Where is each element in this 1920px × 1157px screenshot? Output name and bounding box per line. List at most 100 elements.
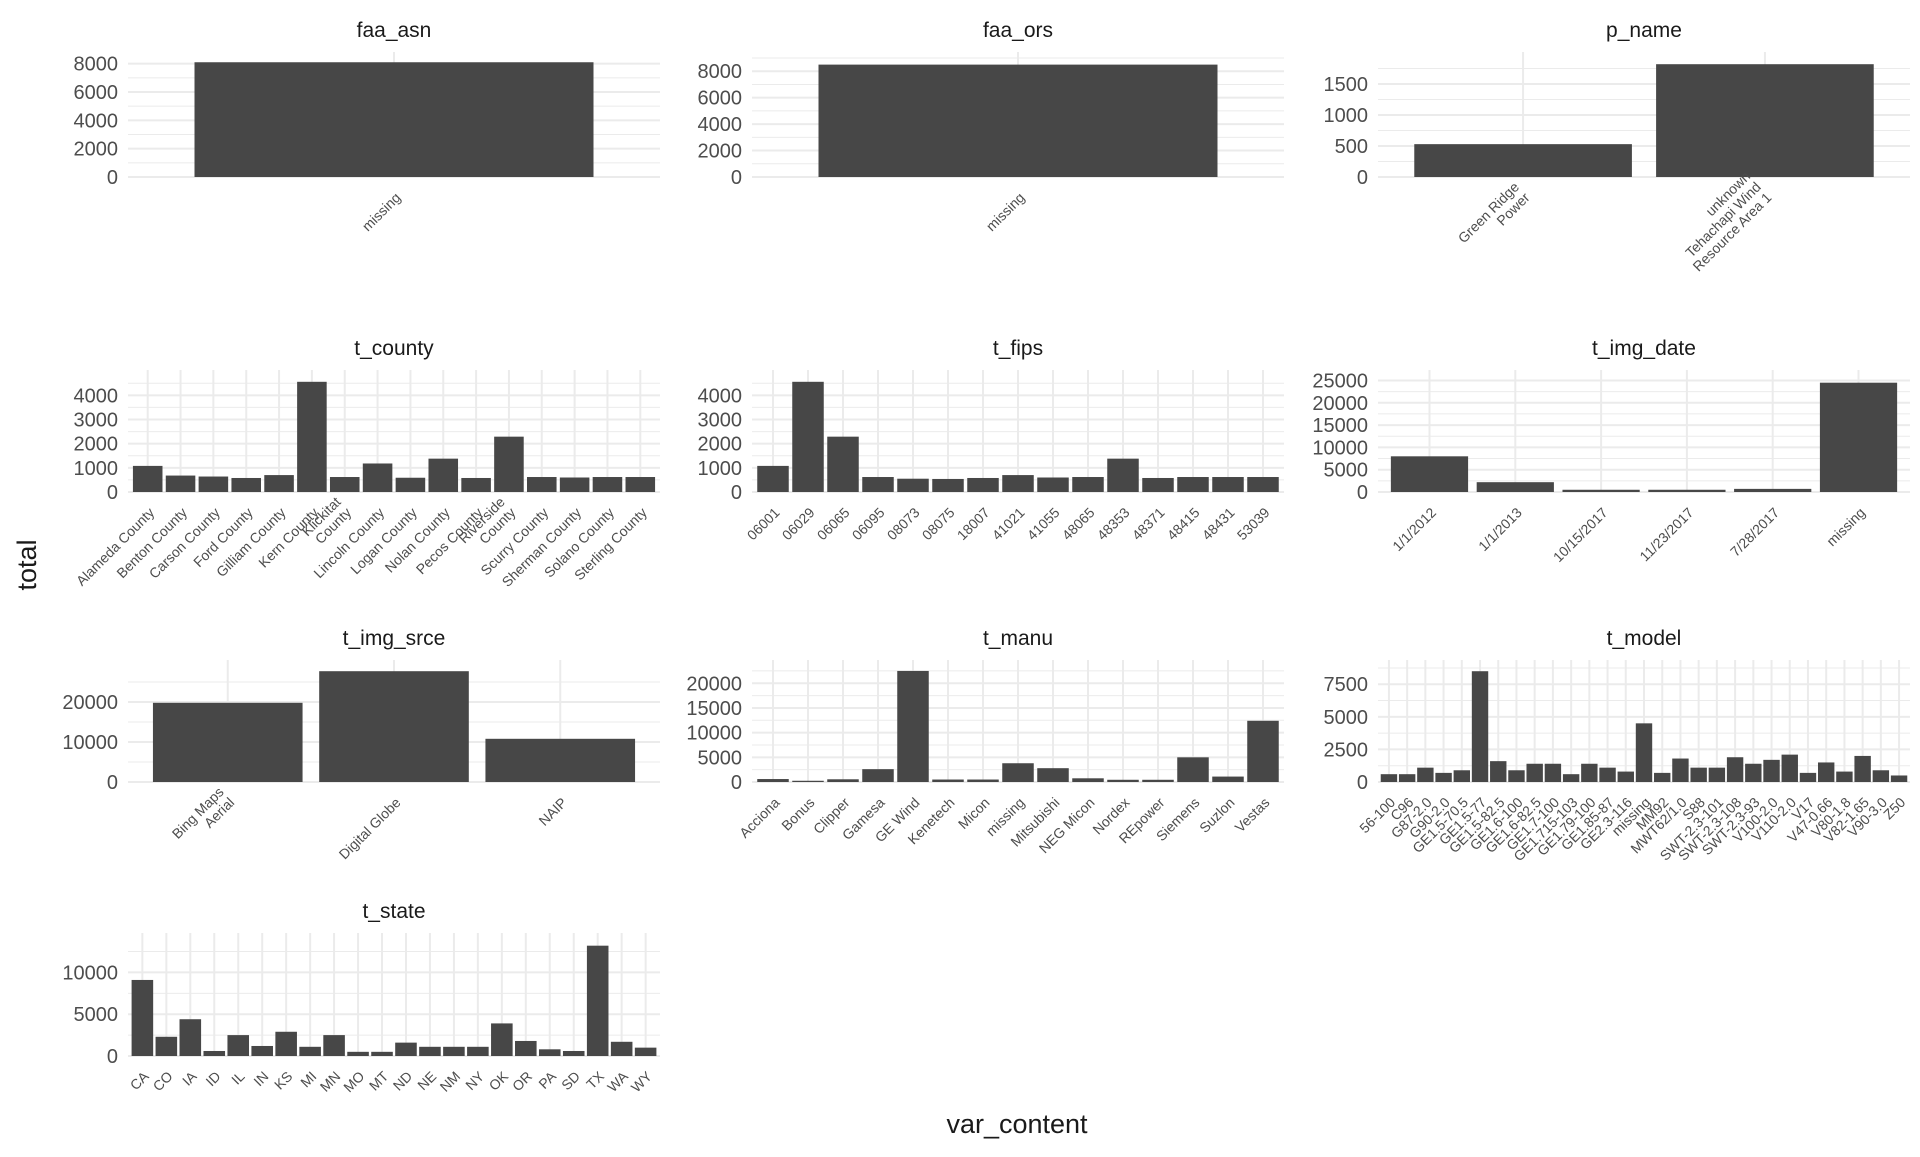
bar-pecos-county [461, 477, 491, 492]
bar-48431 [1212, 477, 1244, 492]
x-tick-label: missing [359, 189, 404, 234]
y-tick-label: 2500 [1324, 739, 1369, 761]
y-tick-label: 15000 [686, 698, 742, 720]
bar-alameda-county [132, 465, 163, 492]
bar-mwt62-1-0 [1672, 758, 1689, 782]
panel-title: t_county [354, 337, 434, 360]
bar-48371 [1142, 477, 1174, 492]
x-tick-label-line: MO [340, 1068, 367, 1095]
bar-kenetech [932, 779, 964, 782]
x-tick-label: WA [604, 1068, 631, 1095]
x-tick-label-line: 18007 [954, 504, 993, 543]
bar-swt-2-3-108 [1726, 757, 1744, 782]
bar-swt-2-3-93 [1745, 763, 1762, 782]
bar-s88 [1690, 767, 1707, 782]
bar-mo [347, 1051, 369, 1056]
x-tick-label: 53039 [1234, 504, 1273, 543]
y-tick-label: 10000 [62, 962, 118, 984]
bar-missing [1002, 763, 1034, 782]
bar-id [203, 1050, 226, 1056]
x-tick-label-line: CA [127, 1068, 153, 1094]
x-tick-label: Vestas [1232, 794, 1273, 835]
bar-missing [818, 64, 1218, 177]
panel-t-model: 025005000750056-100C96G87-2.0G90-2.0GE1.… [1324, 627, 1910, 864]
panel-t-fips: 0100020003000400006001060290606506095080… [698, 337, 1284, 543]
y-tick-label: 0 [1357, 482, 1368, 504]
x-tick-label: 06001 [744, 504, 783, 543]
bar-41055 [1037, 477, 1069, 492]
bar-missing [1819, 382, 1898, 492]
panel-title: faa_ors [983, 19, 1053, 42]
x-tick-label: OR [509, 1068, 535, 1094]
x-tick-label-line: 48431 [1199, 504, 1238, 543]
bar-in [251, 1045, 273, 1056]
x-tick-label-line: NY [462, 1068, 488, 1094]
panel-p-name: 0 500 1000 1500 Green RidgePower unknownTehac… [1324, 19, 1910, 274]
bar-missing [194, 62, 594, 177]
bar-g87-2-0 [1417, 767, 1434, 782]
y-tick-label: 8000 [698, 61, 743, 83]
bar-ge1-85-87 [1599, 767, 1616, 782]
y-tick-label: 5000 [1324, 460, 1369, 482]
x-tick-label-line: 11/23/2017 [1636, 504, 1696, 564]
y-tick-label: 5000 [74, 1004, 119, 1026]
bar-sterling-county [625, 477, 656, 492]
bar-unknown [1656, 64, 1874, 177]
y-tick-label: 3000 [698, 410, 743, 432]
x-tick-label: IN [250, 1068, 271, 1089]
x-tick-label-line: PA [535, 1068, 559, 1092]
x-tick-label: 06029 [779, 504, 818, 543]
panel-title: p_name [1606, 19, 1682, 42]
y-tick-label: 4000 [698, 114, 743, 136]
panel-title: t_state [362, 900, 425, 923]
x-tick-label: KS [271, 1068, 296, 1093]
y-tick-label: 0 [1357, 772, 1368, 794]
y-tick-label: 1500 [1324, 74, 1369, 96]
y-tick-label: 2000 [74, 139, 119, 161]
x-tick-label-line: 1/1/2013 [1475, 504, 1525, 554]
x-tick-label: 41055 [1024, 504, 1063, 543]
bar-ge1-6-100 [1508, 770, 1525, 782]
x-tick-label: IA [179, 1068, 200, 1089]
x-tick-label: missing [983, 189, 1028, 234]
y-tick-label: 20000 [62, 692, 118, 714]
y-tick-label: 4000 [74, 385, 119, 407]
x-tick-label: 48065 [1059, 504, 1098, 543]
bar-ge1-715-103 [1562, 774, 1580, 782]
x-tick-label-line: 48371 [1129, 504, 1168, 543]
x-tick-label-line: CO [150, 1068, 176, 1094]
bar-wa [610, 1041, 633, 1056]
x-tick-label: Acciona [736, 794, 783, 841]
bar-10-15-2017 [1562, 489, 1640, 492]
panel-title: t_fips [993, 337, 1043, 360]
bar-ge1-5-70-5 [1453, 770, 1471, 782]
x-tick-label: NE [414, 1068, 439, 1093]
y-tick-label: 3000 [74, 410, 119, 432]
bar-ge1-6-82-5 [1526, 763, 1543, 782]
bar-pa [538, 1049, 561, 1056]
y-tick-label: 10000 [1312, 437, 1368, 459]
x-tick-label: 06095 [849, 504, 888, 543]
x-tick-label: 08073 [884, 504, 923, 543]
x-tick-label: Digital Globe [336, 794, 404, 862]
x-tick-label-line: ID [202, 1068, 223, 1089]
x-tick-label-line: 06029 [779, 504, 818, 543]
x-tick-label: MN [317, 1068, 344, 1095]
x-tick-label: 7/28/2017 [1727, 504, 1783, 560]
x-tick-label: 11/23/2017 [1636, 504, 1696, 564]
bar-7-28-2017 [1734, 488, 1812, 492]
y-tick-label: 0 [107, 1046, 118, 1068]
x-tick-label-line: ND [390, 1068, 416, 1094]
x-tick-label-line: 48065 [1059, 504, 1098, 543]
y-tick-label: 1000 [74, 458, 119, 480]
y-tick-label: 2000 [698, 434, 743, 456]
x-tick-label: missing [1823, 504, 1868, 549]
x-tick-label-line: Digital Globe [336, 794, 404, 862]
bar-z50 [1890, 775, 1908, 782]
bar-ge1-5-82-5 [1490, 761, 1507, 782]
x-tick-label-line: Acciona [736, 794, 783, 841]
x-tick-label-line: missing [359, 189, 404, 234]
